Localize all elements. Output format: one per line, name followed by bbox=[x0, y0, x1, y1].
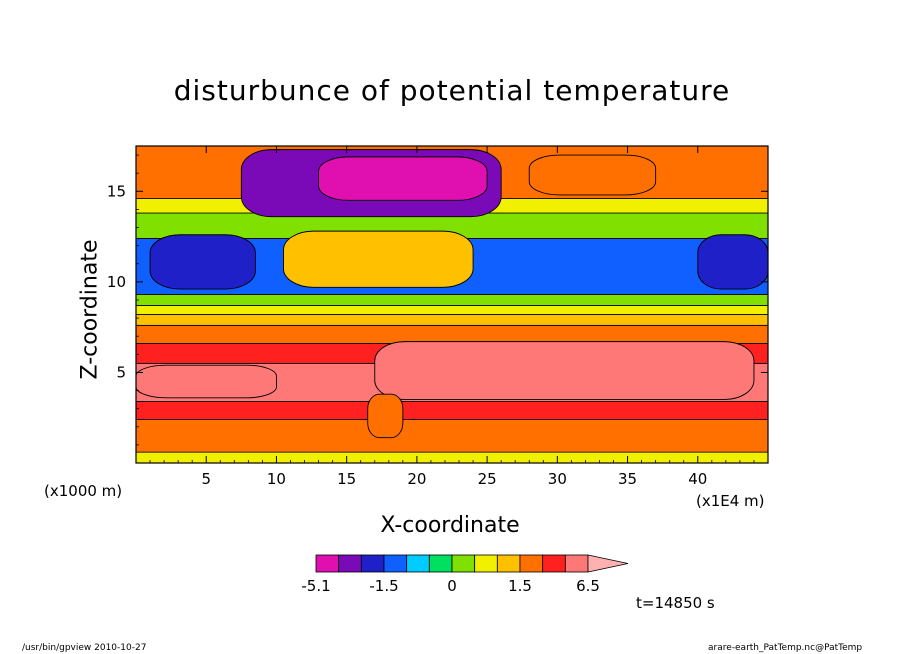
colorbar-swatch bbox=[406, 554, 430, 573]
x-tick-label: 15 bbox=[337, 470, 356, 488]
colorbar-label: 1.5 bbox=[508, 577, 532, 595]
contour-feature bbox=[367, 393, 404, 439]
x-tick-label: 40 bbox=[688, 470, 707, 488]
y-tick-label: 15 bbox=[107, 182, 126, 200]
colorbar-label: -5.1 bbox=[301, 577, 330, 595]
colorbar-label: 6.5 bbox=[576, 577, 600, 595]
colorbar-swatch bbox=[564, 554, 589, 573]
colorbar-swatch bbox=[315, 554, 340, 573]
contour-band bbox=[136, 419, 768, 453]
y-tick-label: 5 bbox=[116, 363, 126, 381]
colorbar-label: -1.5 bbox=[369, 577, 398, 595]
chart-title: disturbunce of potential temperature bbox=[173, 74, 731, 107]
axes: 5 10 15 20 25 30 35 40 5 10 15 bbox=[107, 145, 769, 488]
x-axis-label: X-coordinate bbox=[380, 513, 520, 538]
colorbar-swatch bbox=[519, 554, 544, 573]
contour-feature bbox=[318, 156, 488, 201]
contour-band bbox=[136, 401, 768, 420]
x-tick-label: 25 bbox=[478, 470, 497, 488]
contour-feature bbox=[697, 234, 768, 290]
y-tick-label: 10 bbox=[107, 273, 126, 291]
colorbar-swatch bbox=[383, 554, 408, 573]
contour-band bbox=[136, 294, 768, 306]
footer-source-file: arare-earth_PatTemp.nc@PatTemp bbox=[708, 643, 863, 653]
contour-feature bbox=[149, 234, 256, 290]
y-axis-unit: (x1000 m) bbox=[44, 482, 123, 500]
contour-feature bbox=[528, 154, 657, 196]
x-tick-label: 10 bbox=[267, 470, 286, 488]
colorbar-swatch bbox=[496, 554, 521, 573]
colorbar-swatch bbox=[474, 554, 498, 573]
contour-band bbox=[136, 324, 768, 344]
contour-band bbox=[136, 314, 768, 326]
x-axis-unit: (x1E4 m) bbox=[696, 492, 765, 510]
plot-frame bbox=[135, 145, 769, 464]
x-tick-label: 35 bbox=[618, 470, 637, 488]
colorbar-swatch bbox=[338, 554, 362, 573]
contour-band bbox=[136, 305, 768, 315]
contour-feature bbox=[374, 341, 755, 401]
colorbar-swatch bbox=[360, 554, 385, 573]
contour-feature bbox=[136, 364, 277, 399]
x-tick-label: 5 bbox=[201, 470, 211, 488]
contour-field bbox=[136, 146, 768, 463]
contour-band bbox=[136, 451, 768, 463]
colorbar: -5.1 -1.5 0 1.5 6.5 bbox=[301, 554, 629, 595]
colorbar-swatch bbox=[542, 554, 566, 573]
colorbar-extend-arrow bbox=[587, 554, 629, 573]
plot-area bbox=[136, 146, 768, 463]
x-tick-label: 20 bbox=[407, 470, 426, 488]
colorbar-swatch bbox=[451, 554, 476, 573]
contour-feature bbox=[283, 230, 474, 288]
colorbar-swatch bbox=[428, 554, 453, 573]
footer-program-date: /usr/bin/gpview 2010-10-27 bbox=[22, 643, 147, 653]
x-tick-label: 30 bbox=[548, 470, 567, 488]
colorbar-label: 0 bbox=[447, 577, 457, 595]
time-label: t=14850 s bbox=[636, 594, 715, 612]
